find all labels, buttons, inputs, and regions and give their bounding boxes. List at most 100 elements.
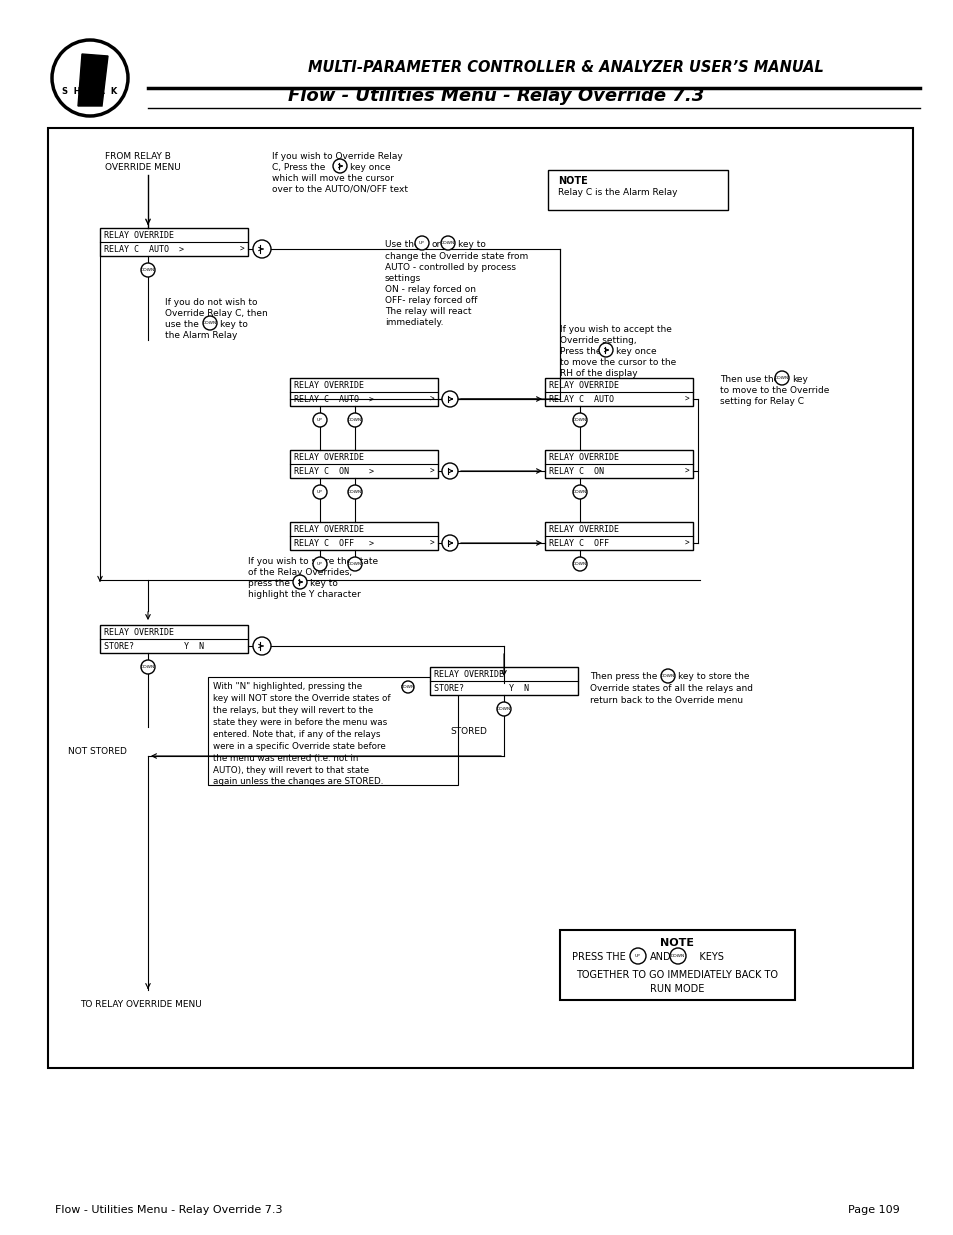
Text: again unless the changes are STORED.: again unless the changes are STORED.	[213, 777, 383, 785]
Text: >: >	[430, 395, 435, 404]
Text: the Alarm Relay: the Alarm Relay	[165, 331, 237, 340]
Text: OVERRIDE MENU: OVERRIDE MENU	[105, 163, 180, 172]
Text: DOWN: DOWN	[141, 664, 155, 669]
Text: immediately.: immediately.	[385, 317, 443, 327]
Bar	[100, 228, 248, 256]
Text: Then press the: Then press the	[589, 672, 657, 680]
Text: change the Override state from: change the Override state from	[385, 252, 528, 261]
Text: DOWN: DOWN	[660, 674, 675, 678]
Text: NOT STORED: NOT STORED	[68, 747, 127, 756]
Circle shape	[203, 316, 216, 330]
Text: DOWN: DOWN	[348, 490, 362, 494]
Text: Press the: Press the	[559, 347, 601, 356]
Bar	[544, 450, 692, 478]
Text: DOWN: DOWN	[141, 268, 155, 272]
Bar	[544, 378, 692, 406]
Text: With "N" highlighted, pressing the: With "N" highlighted, pressing the	[213, 682, 362, 692]
Text: RELAY C  OFF   >: RELAY C OFF >	[294, 538, 374, 548]
Text: key to: key to	[310, 579, 337, 588]
Text: >: >	[430, 467, 435, 475]
Text: PRESS THE: PRESS THE	[572, 952, 625, 962]
Text: of the Relay Overrides,: of the Relay Overrides,	[248, 568, 352, 577]
Text: C, Press the: C, Press the	[272, 163, 325, 172]
Polygon shape	[78, 54, 108, 106]
Text: over to the AUTO/ON/OFF text: over to the AUTO/ON/OFF text	[272, 185, 408, 194]
Text: Relay C is the Alarm Relay: Relay C is the Alarm Relay	[558, 188, 677, 198]
Bar	[544, 522, 692, 550]
Text: highlight the Y character: highlight the Y character	[248, 590, 360, 599]
Text: Use the: Use the	[385, 240, 419, 249]
Circle shape	[141, 263, 154, 277]
Text: AUTO - controlled by process: AUTO - controlled by process	[385, 263, 516, 272]
Text: TO RELAY OVERRIDE MENU: TO RELAY OVERRIDE MENU	[80, 1000, 201, 1009]
Circle shape	[573, 485, 586, 499]
Text: Override setting,: Override setting,	[559, 336, 636, 345]
Circle shape	[313, 557, 327, 571]
Text: RUN MODE: RUN MODE	[650, 984, 704, 994]
Text: UP: UP	[635, 953, 640, 958]
Text: to move the cursor to the: to move the cursor to the	[559, 358, 676, 367]
Text: DOWN: DOWN	[440, 241, 455, 245]
Text: Override Relay C, then: Override Relay C, then	[165, 309, 268, 317]
Text: DOWN: DOWN	[572, 490, 586, 494]
Circle shape	[441, 463, 457, 479]
Text: If you wish to accept the: If you wish to accept the	[559, 325, 671, 333]
Circle shape	[573, 557, 586, 571]
Circle shape	[629, 948, 645, 965]
Bar	[547, 170, 727, 210]
Circle shape	[348, 412, 361, 427]
Text: state they were in before the menu was: state they were in before the menu was	[213, 718, 387, 727]
Text: AND: AND	[649, 952, 671, 962]
Text: use the: use the	[165, 320, 198, 329]
Bar	[208, 677, 457, 785]
Text: MULTI-PARAMETER CONTROLLER & ANALYZER USER’S MANUAL: MULTI-PARAMETER CONTROLLER & ANALYZER US…	[308, 61, 823, 75]
Text: key once: key once	[350, 163, 390, 172]
Circle shape	[660, 669, 675, 683]
Text: DOWN: DOWN	[497, 706, 511, 711]
Text: RELAY OVERRIDE: RELAY OVERRIDE	[548, 453, 618, 462]
Bar	[290, 378, 437, 406]
Text: RELAY OVERRIDE: RELAY OVERRIDE	[104, 629, 173, 637]
Text: RELAY OVERRIDE: RELAY OVERRIDE	[548, 382, 618, 390]
Text: RELAY C  AUTO  >: RELAY C AUTO >	[104, 245, 184, 254]
Text: to move to the Override: to move to the Override	[720, 387, 828, 395]
Circle shape	[348, 485, 361, 499]
Text: S  H  A  R  K: S H A R K	[62, 88, 117, 96]
Circle shape	[669, 948, 685, 965]
Text: RELAY C  AUTO: RELAY C AUTO	[548, 395, 614, 404]
Text: If you wish to Override Relay: If you wish to Override Relay	[272, 152, 402, 161]
Text: the relays, but they will revert to the: the relays, but they will revert to the	[213, 706, 373, 715]
Text: >: >	[684, 538, 689, 548]
Text: were in a specific Override state before: were in a specific Override state before	[213, 742, 385, 751]
Text: AUTO), they will revert to that state: AUTO), they will revert to that state	[213, 766, 369, 776]
Text: If you do not wish to: If you do not wish to	[165, 298, 257, 308]
Text: or: or	[432, 240, 441, 249]
Text: Flow - Utilities Menu - Relay Override 7.3: Flow - Utilities Menu - Relay Override 7…	[288, 86, 703, 105]
Circle shape	[497, 701, 511, 716]
Text: return back to the Override menu: return back to the Override menu	[589, 697, 742, 705]
Text: KEYS: KEYS	[689, 952, 723, 962]
Text: DOWN: DOWN	[203, 321, 217, 325]
Circle shape	[333, 159, 347, 173]
Text: DOWN: DOWN	[774, 375, 788, 380]
Text: RELAY OVERRIDE: RELAY OVERRIDE	[548, 525, 618, 534]
Circle shape	[293, 576, 307, 589]
Text: >: >	[240, 245, 244, 254]
Bar	[559, 930, 794, 1000]
Text: key to: key to	[220, 320, 248, 329]
Text: ON - relay forced on: ON - relay forced on	[385, 285, 476, 294]
Text: STORE?         Y  N: STORE? Y N	[434, 684, 529, 693]
Text: Flow - Utilities Menu - Relay Override 7.3: Flow - Utilities Menu - Relay Override 7…	[55, 1205, 282, 1215]
Text: NOTE: NOTE	[558, 177, 587, 186]
Text: setting for Relay C: setting for Relay C	[720, 396, 803, 406]
Text: Page 109: Page 109	[847, 1205, 899, 1215]
Text: RELAY OVERRIDE: RELAY OVERRIDE	[294, 453, 364, 462]
Text: RH of the display: RH of the display	[559, 369, 637, 378]
Text: RELAY OVERRIDE: RELAY OVERRIDE	[294, 525, 364, 534]
Text: UP: UP	[316, 417, 322, 422]
Text: Then use the: Then use the	[720, 375, 779, 384]
Text: key to store the: key to store the	[678, 672, 749, 680]
Circle shape	[348, 557, 361, 571]
Text: key to: key to	[457, 240, 485, 249]
Circle shape	[401, 680, 414, 693]
